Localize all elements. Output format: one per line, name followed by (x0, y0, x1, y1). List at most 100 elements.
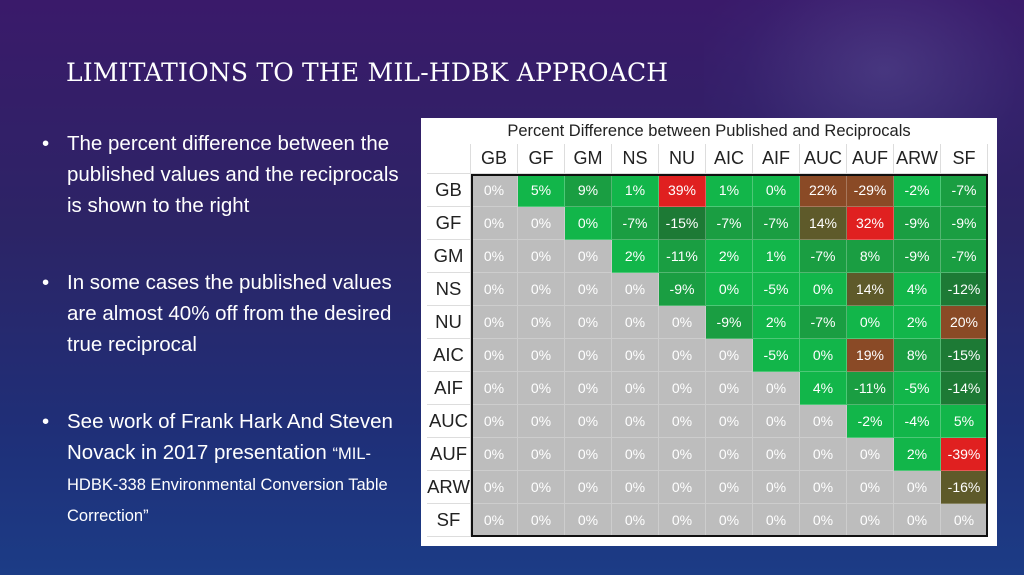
table-cell: -2% (847, 405, 894, 438)
slide-title: LIMITATIONS TO THE MIL-HDBK APPROACH (66, 58, 669, 87)
table-cell: 0% (894, 504, 941, 537)
table-cell: -15% (659, 207, 706, 240)
table-cell: 0% (471, 339, 518, 372)
table-cell: -16% (941, 471, 988, 504)
table-cell: -5% (753, 273, 800, 306)
table-cell: 0% (706, 372, 753, 405)
table-cell: -9% (659, 273, 706, 306)
table-cell: 0% (565, 405, 612, 438)
table-cell: -12% (941, 273, 988, 306)
table-cell: 22% (800, 174, 847, 207)
table-cell: 0% (753, 372, 800, 405)
table-cell: -5% (753, 339, 800, 372)
row-header: AUC (427, 405, 471, 438)
table-cell: 0% (706, 438, 753, 471)
table-cell: 0% (612, 339, 659, 372)
table-cell: 1% (753, 240, 800, 273)
table-cell: 0% (471, 174, 518, 207)
table-cell: 9% (565, 174, 612, 207)
table-cell: -11% (847, 372, 894, 405)
table-cell: -29% (847, 174, 894, 207)
table-cell: 1% (612, 174, 659, 207)
table-cell: 0% (847, 306, 894, 339)
bullet-dot: • (42, 132, 50, 155)
table-cell: 8% (847, 240, 894, 273)
table-cell: 0% (518, 471, 565, 504)
table-cell: -9% (941, 207, 988, 240)
table-cell: 0% (612, 273, 659, 306)
row-header: GB (427, 174, 471, 207)
table-cell: -9% (894, 240, 941, 273)
table-cell: 0% (612, 306, 659, 339)
table-cell: 0% (753, 174, 800, 207)
table-cell: 0% (706, 504, 753, 537)
table-cell: 0% (753, 471, 800, 504)
table-cell: 0% (518, 504, 565, 537)
table-cell: 0% (518, 273, 565, 306)
table-cell: 0% (518, 207, 565, 240)
table-cell: 0% (565, 339, 612, 372)
column-header: AUF (847, 144, 894, 174)
table-cell: -9% (894, 207, 941, 240)
table-cell: -7% (941, 240, 988, 273)
table-cell: 5% (941, 405, 988, 438)
column-header: GB (471, 144, 518, 174)
table-cell: 0% (706, 405, 753, 438)
table-cell: 0% (659, 405, 706, 438)
table-cell: 0% (565, 273, 612, 306)
table-corner (427, 144, 471, 174)
table-cell: 0% (659, 372, 706, 405)
table-cell: -7% (706, 207, 753, 240)
table-cell: -7% (800, 306, 847, 339)
table-cell: 0% (706, 339, 753, 372)
table-cell: 2% (753, 306, 800, 339)
table-cell: -7% (612, 207, 659, 240)
table-cell: 32% (847, 207, 894, 240)
table-cell: -4% (894, 405, 941, 438)
table-cell: -14% (941, 372, 988, 405)
table-cell: 0% (659, 471, 706, 504)
bullet-list: • The percent difference between the pub… (42, 128, 414, 530)
bullet-text: The percent difference between the publi… (67, 132, 399, 217)
bullet-item: • The percent difference between the pub… (42, 128, 414, 221)
column-header: NS (612, 144, 659, 174)
bullet-text: In some cases the published values are a… (67, 271, 392, 356)
table-cell: 0% (800, 471, 847, 504)
row-header: GM (427, 240, 471, 273)
percent-difference-table: Percent Difference between Published and… (421, 118, 997, 546)
table-cell: 2% (894, 306, 941, 339)
table-cell: 0% (753, 504, 800, 537)
bullet-dot: • (42, 410, 50, 433)
table-cell: 0% (612, 372, 659, 405)
table-cell: 0% (800, 339, 847, 372)
table-cell: 0% (565, 306, 612, 339)
table-cell: 0% (612, 405, 659, 438)
table-cell: 0% (753, 405, 800, 438)
table-cell: 20% (941, 306, 988, 339)
table-cell: 5% (518, 174, 565, 207)
table-cell: 0% (471, 438, 518, 471)
row-header: SF (427, 504, 471, 537)
table-cell: 0% (518, 306, 565, 339)
table-cell: 0% (471, 207, 518, 240)
table-cell: 2% (894, 438, 941, 471)
table-cell: 0% (565, 240, 612, 273)
table-cell: 8% (894, 339, 941, 372)
table-cell: 0% (800, 438, 847, 471)
table-cell: 0% (847, 504, 894, 537)
table-cell: 0% (800, 504, 847, 537)
table-cell: 14% (847, 273, 894, 306)
row-header: NU (427, 306, 471, 339)
row-header: AUF (427, 438, 471, 471)
table-cell: 19% (847, 339, 894, 372)
table-cell: 2% (706, 240, 753, 273)
table-cell: 0% (659, 504, 706, 537)
column-header: AUC (800, 144, 847, 174)
table-cell: 14% (800, 207, 847, 240)
table-cell: 0% (518, 339, 565, 372)
table-cell: -7% (753, 207, 800, 240)
table-cell: 4% (800, 372, 847, 405)
table-title: Percent Difference between Published and… (507, 122, 911, 140)
row-header: AIC (427, 339, 471, 372)
bullet-dot: • (42, 271, 50, 294)
